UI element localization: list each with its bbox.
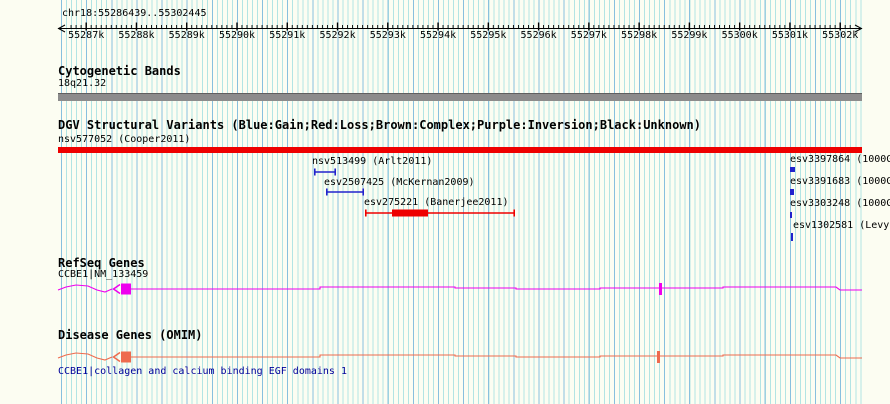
ruler-tick-label: 55294k — [420, 30, 457, 41]
refseq-gene-exon-tick[interactable] — [659, 283, 662, 295]
variant-marker[interactable] — [791, 233, 793, 241]
omim-gene-strand-arrow — [112, 351, 121, 363]
ruler-tick-label: 55290k — [218, 30, 256, 41]
ruler-tick-label: 55298k — [621, 30, 658, 41]
omim-gene-exon-box[interactable] — [121, 351, 131, 363]
cytoband-bar[interactable] — [58, 93, 862, 101]
ruler-tick-label: 55296k — [520, 30, 557, 41]
track-title-cytobands: Cytogenetic Bands — [58, 64, 181, 78]
variant-label[interactable]: esv2507425 (McKernan2009) — [324, 177, 475, 188]
refseq-gene-strand-arrow — [112, 283, 121, 295]
refseq-gene-exon-box[interactable] — [121, 283, 131, 295]
ruler-tick-label: 55299k — [671, 30, 708, 41]
variant-label[interactable]: esv275221 (Banerjee2011) — [364, 197, 509, 208]
ruler-tick-label: 55291k — [269, 30, 306, 41]
grid-stripes — [58, 0, 862, 404]
ruler-left-arrow — [57, 24, 66, 33]
refseq-gene-line[interactable] — [131, 286, 862, 291]
omim-gene-squiggle[interactable] — [57, 352, 113, 361]
variant-label[interactable]: nsv577052 (Cooper2011) — [58, 134, 191, 145]
omim-gene-line[interactable] — [131, 354, 862, 359]
ruler-tick-label: 55301k — [771, 30, 808, 41]
ruler-tick-label: 55287k — [68, 30, 105, 41]
cytoband-label: 18q21.32 — [58, 78, 107, 89]
ruler-tick-label: 55300k — [721, 30, 758, 41]
ruler-tick-label: 55292k — [319, 30, 356, 41]
variant-label[interactable]: esv1302581 (Levy2 — [793, 220, 890, 231]
variant-label[interactable]: esv3391683 (1000G — [790, 176, 890, 187]
ruler-tick-label: 55295k — [470, 30, 507, 41]
variant-marker[interactable] — [790, 189, 794, 195]
track-title-dgv: DGV Structural Variants (Blue:Gain;Red:L… — [58, 118, 701, 132]
ruler-tick-label: 55302k — [822, 30, 859, 41]
refseq-gene-squiggle[interactable] — [57, 284, 113, 293]
omim-gene-label[interactable]: CCBE1|collagen and calcium binding EGF d… — [58, 366, 347, 377]
variant-marker[interactable] — [790, 167, 795, 172]
ruler-tick-label: 55289k — [168, 30, 205, 41]
track-title-refseq: RefSeq Genes — [58, 256, 145, 270]
track-title-omim: Disease Genes (OMIM) — [58, 328, 203, 342]
variant-label[interactable]: nsv513499 (Arlt2011) — [312, 156, 433, 167]
variant-label[interactable]: esv3397864 (1000G — [790, 154, 890, 165]
omim-gene-exon-tick[interactable] — [657, 351, 660, 363]
ruler-tick-label: 55297k — [570, 30, 607, 41]
ruler-tick-label: 55293k — [369, 30, 406, 41]
ruler-tick-label: 55288k — [118, 30, 155, 41]
variant-bar[interactable] — [58, 147, 862, 153]
variant-label[interactable]: esv3303248 (1000G — [790, 198, 890, 209]
ruler-right-arrow — [854, 24, 863, 33]
variant-marker[interactable] — [790, 212, 792, 218]
refseq-gene-label[interactable]: CCBE1|NM_133459 — [58, 269, 149, 280]
variant-exon-block[interactable] — [392, 209, 428, 217]
region-coordinates: chr18:55286439..55302445 — [62, 8, 207, 19]
